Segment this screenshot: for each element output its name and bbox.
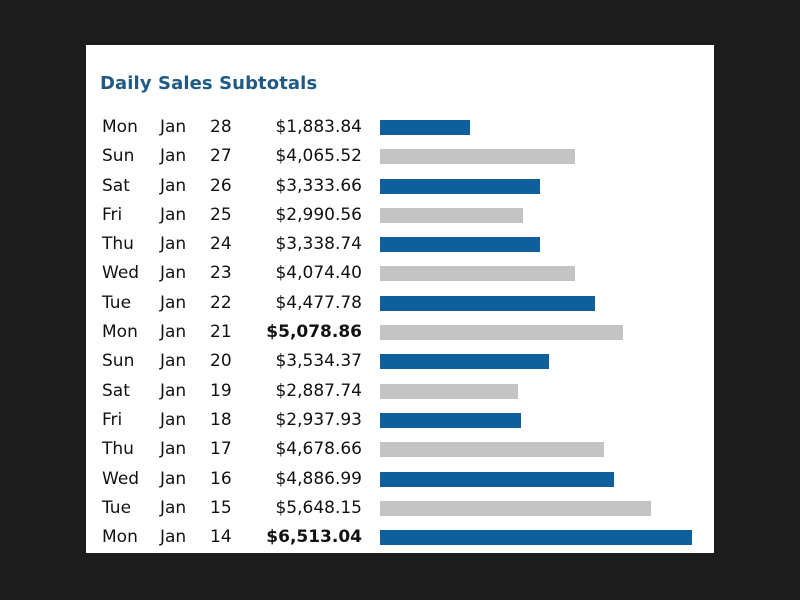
amount-label: $4,886.99 (275, 468, 362, 489)
table-row: Fri Jan 25 $2,990.56 (86, 201, 714, 230)
month-label: Jan (160, 204, 187, 225)
day-label: Sun (102, 146, 135, 167)
sales-bar (380, 295, 595, 311)
date-label: 18 (210, 409, 232, 430)
sales-rows: Mon Jan 28 $1,883.84 Sun Jan 27 $4,065.52 Sat Jan… (86, 113, 714, 552)
sales-bar (380, 120, 470, 135)
sales-bar (380, 412, 521, 428)
table-row: Thu Jan 24 $3,338.74 (86, 230, 714, 259)
table-row: Wed Jan 23 $4,074.40 (86, 259, 714, 288)
sales-panel: Daily Sales Subtotals Mon Jan 28 $1,883.84 S… (86, 45, 714, 553)
date-label: 19 (210, 380, 232, 401)
amount-label: $2,937.93 (275, 409, 362, 430)
sales-bar (380, 354, 549, 370)
day-label: Tue (102, 292, 132, 313)
month-label: Jan (160, 497, 187, 518)
month-label: Jan (160, 234, 187, 255)
day-label: Tue (102, 497, 132, 518)
month-label: Jan (160, 351, 187, 372)
month-label: Jan (160, 468, 187, 489)
sales-bar (380, 442, 604, 458)
month-label: Jan (160, 439, 187, 460)
date-label: 25 (210, 204, 232, 225)
table-row: Mon Jan 28 $1,883.84 (86, 113, 714, 142)
month-label: Jan (160, 527, 187, 548)
amount-label: $5,648.15 (275, 497, 362, 518)
sales-bar (380, 149, 575, 165)
amount-label: $3,333.66 (275, 175, 362, 196)
date-label: 15 (210, 497, 232, 518)
amount-label: $1,883.84 (275, 117, 362, 137)
amount-label: $6,513.04 (266, 527, 362, 548)
month-label: Jan (160, 380, 187, 401)
day-label: Fri (102, 204, 123, 225)
amount-label: $4,678.66 (275, 439, 362, 460)
sales-bar (380, 530, 692, 546)
amount-label: $5,078.86 (266, 322, 362, 343)
date-label: 24 (210, 234, 232, 255)
date-label: 21 (210, 322, 232, 343)
amount-label: $3,338.74 (275, 234, 362, 255)
amount-label: $2,990.56 (275, 204, 362, 225)
day-label: Mon (102, 117, 138, 137)
day-label: Sat (102, 380, 130, 401)
date-label: 27 (210, 146, 232, 167)
month-label: Jan (160, 175, 187, 196)
sales-bar (380, 500, 651, 516)
date-label: 23 (210, 263, 232, 284)
amount-label: $4,065.52 (275, 146, 362, 167)
date-label: 16 (210, 468, 232, 489)
day-label: Wed (102, 468, 140, 489)
table-row: Sat Jan 26 $3,333.66 (86, 172, 714, 201)
day-label: Sun (102, 351, 135, 372)
date-label: 17 (210, 439, 232, 460)
day-label: Fri (102, 409, 123, 430)
date-label: 14 (210, 527, 232, 548)
table-row: Thu Jan 17 $4,678.66 (86, 435, 714, 464)
amount-label: $4,477.78 (275, 292, 362, 313)
sales-bar (380, 207, 523, 223)
month-label: Jan (160, 117, 187, 137)
chart-title: Daily Sales Subtotals (100, 73, 318, 94)
month-label: Jan (160, 263, 187, 284)
table-row: Sun Jan 20 $3,534.37 (86, 347, 714, 376)
day-label: Wed (102, 263, 140, 284)
amount-label: $3,534.37 (275, 351, 362, 372)
sales-bar (380, 325, 623, 341)
day-label: Thu (102, 234, 134, 255)
table-row: Tue Jan 15 $5,648.15 (86, 494, 714, 523)
sales-bar (380, 471, 614, 487)
day-label: Thu (102, 439, 134, 460)
month-label: Jan (160, 292, 187, 313)
sales-bar (380, 266, 575, 282)
month-label: Jan (160, 409, 187, 430)
table-row: Tue Jan 22 $4,477.78 (86, 289, 714, 318)
table-row: Mon Jan 14 $6,513.04 (86, 523, 714, 552)
table-row: Sat Jan 19 $2,887.74 (86, 377, 714, 406)
table-row: Wed Jan 16 $4,886.99 (86, 465, 714, 494)
day-label: Sat (102, 175, 130, 196)
month-label: Jan (160, 146, 187, 167)
table-row: Sun Jan 27 $4,065.52 (86, 142, 714, 171)
table-row: Fri Jan 18 $2,937.93 (86, 406, 714, 435)
sales-bar (380, 237, 540, 253)
date-label: 26 (210, 175, 232, 196)
amount-label: $4,074.40 (275, 263, 362, 284)
date-label: 28 (210, 117, 232, 137)
day-label: Mon (102, 322, 138, 343)
day-label: Mon (102, 527, 138, 548)
table-row: Mon Jan 21 $5,078.86 (86, 318, 714, 347)
month-label: Jan (160, 322, 187, 343)
sales-bar (380, 178, 540, 194)
amount-label: $2,887.74 (275, 380, 362, 401)
sales-bar (380, 383, 518, 399)
date-label: 20 (210, 351, 232, 372)
date-label: 22 (210, 292, 232, 313)
